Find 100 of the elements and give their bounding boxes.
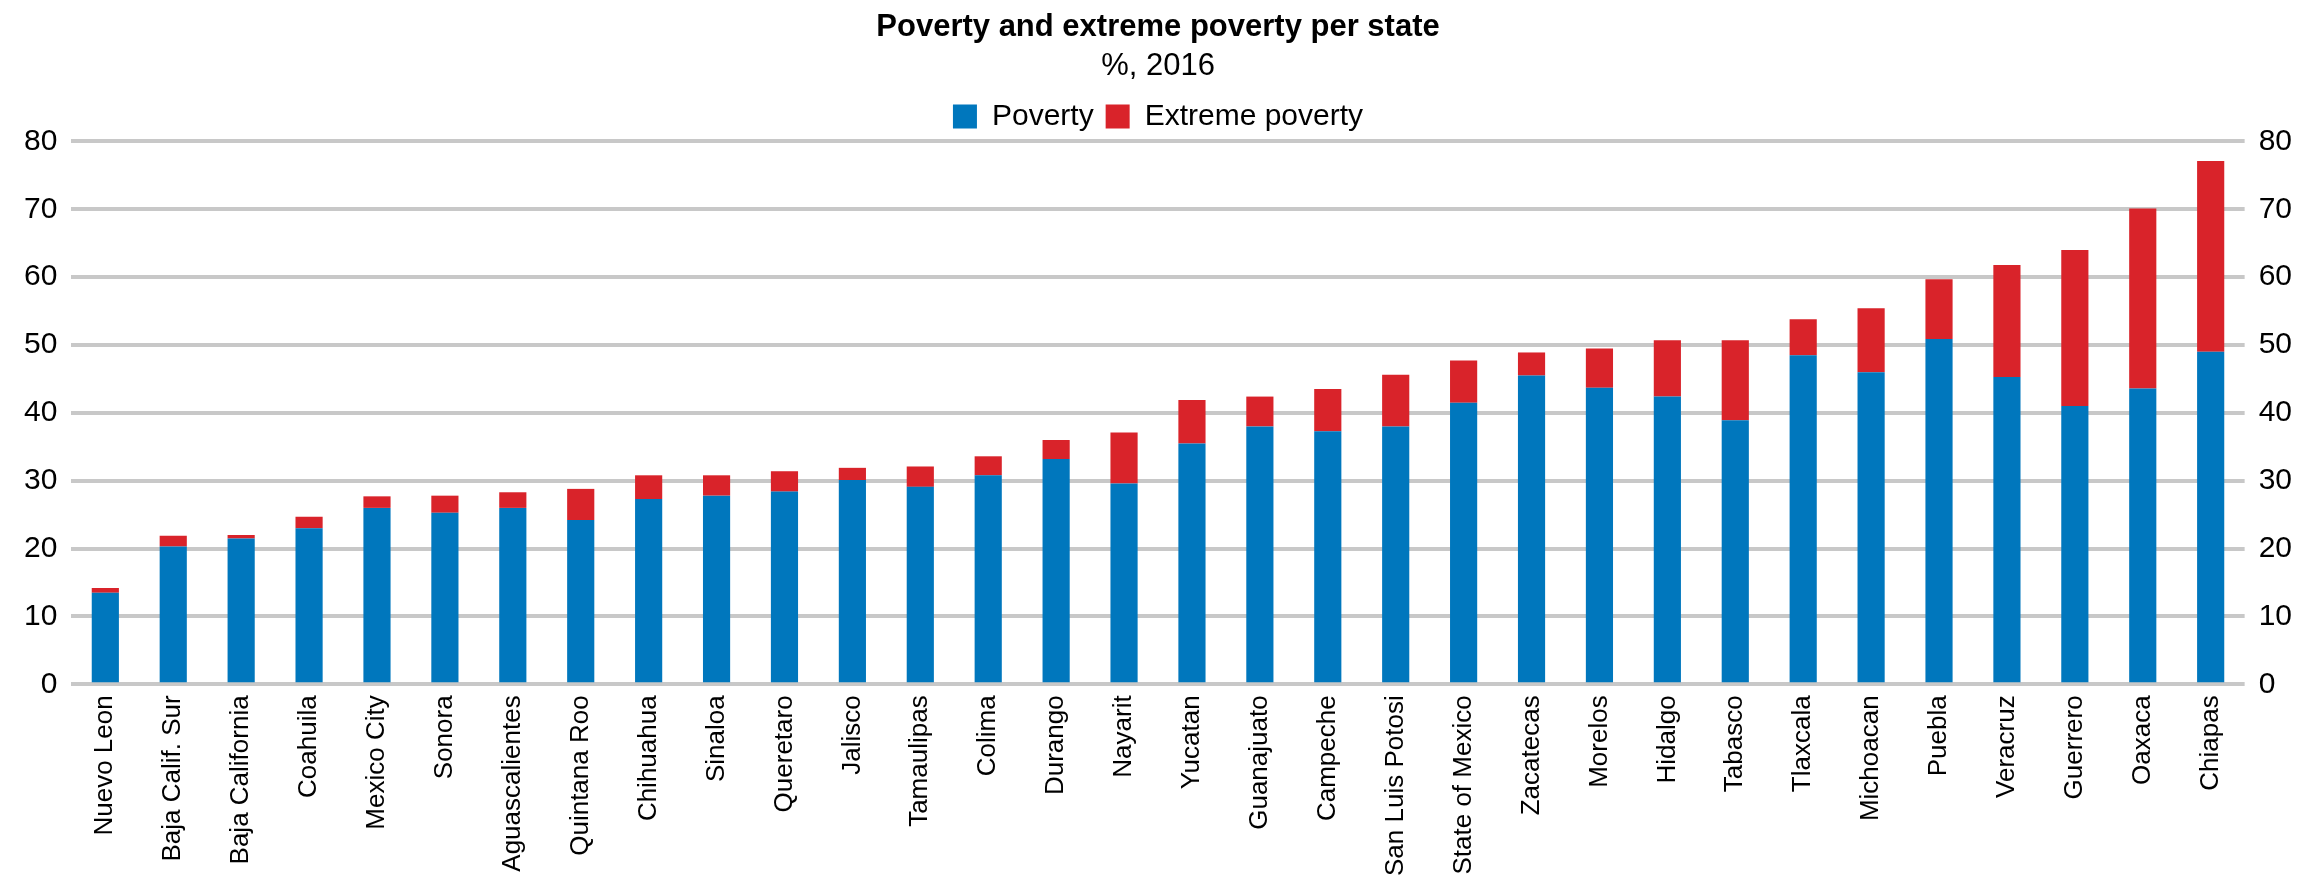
y2-tick-label: 60 [2258,258,2293,292]
bar [1789,355,1817,683]
x-tick-label: Oaxaca [2125,694,2156,785]
bar [499,507,527,683]
y-tick-label: 20 [23,529,58,563]
bar [2129,208,2157,389]
x-tick-label: Nuevo Leon [88,695,119,836]
x-tick-label: Coahuila [292,694,323,798]
bar [1585,348,1614,388]
bar [431,512,459,683]
x-tick-label: Guanajuato [1243,695,1274,830]
bar [91,587,119,593]
y-tick-label: 10 [23,597,58,631]
bar [1382,374,1410,427]
bar [1042,459,1070,683]
bar [1314,389,1342,432]
x-tick-label: Chihuahua [631,694,662,822]
bar [2197,161,2225,352]
bar [159,546,187,683]
bar [2061,249,2089,407]
bar [91,592,119,683]
bar [974,456,1002,476]
bar [1993,264,2021,377]
x-tick-label: Hidalgo [1650,695,1681,784]
bar [1789,319,1817,356]
y2-tick-label: 70 [2258,190,2293,224]
y2-tick-label: 10 [2258,597,2293,631]
x-tick-label: San Luis Potosi [1378,695,1409,876]
y2-tick-label: 80 [2258,122,2293,156]
y-tick-label: 70 [23,190,58,224]
x-tick-label: State of Mexico [1446,695,1477,875]
y-tick-label: 40 [23,394,58,428]
x-tick-label: Queretaro [767,695,798,813]
bar [1042,440,1070,460]
bar [159,535,187,547]
legend-label: Extreme poverty [1144,97,1364,131]
bar [1382,426,1410,683]
bar [1925,338,1953,683]
y2-tick-label: 40 [2258,394,2293,428]
bar [227,538,255,683]
bar [635,475,663,500]
bar [838,467,866,481]
bar [770,471,799,492]
y2-tick-label: 50 [2258,326,2293,360]
x-tick-label: Puebla [1922,694,1953,777]
x-tick-label: Guerrero [2058,695,2089,800]
bar [770,491,799,683]
bar [1517,375,1546,683]
bar [702,475,731,496]
bar [431,495,459,513]
bar [2129,388,2157,683]
y-tick-label: 0 [40,665,58,699]
y-tick-label: 80 [23,122,58,156]
x-tick-label: Sonora [428,694,459,780]
x-tick-label: Nayarit [1107,694,1138,778]
chart-subtitle: %, 2016 [1101,47,1215,83]
bar [1246,426,1274,683]
bar [2197,351,2225,683]
y2-tick-label: 20 [2258,529,2293,563]
bar [499,492,527,508]
x-tick-label: Durango [1039,695,1070,796]
bar [363,496,391,508]
x-tick-label: Morelos [1582,695,1613,788]
bar [1857,308,1885,373]
bar [295,516,323,529]
bar [567,488,595,521]
bar [906,486,934,683]
y-tick-label: 30 [23,462,58,495]
bar [1653,340,1681,397]
bar [1314,431,1342,683]
bar [1178,443,1206,683]
y-tick-label: 50 [23,326,58,360]
y2-tick-label: 30 [2258,462,2293,495]
x-tick-label: Sinaloa [699,694,730,783]
bar [1450,360,1478,403]
bar [635,499,663,683]
y-tick-label: 60 [23,258,58,292]
bar [1857,372,1885,683]
x-tick-label: Baja California [224,694,255,865]
bar [1517,352,1546,376]
bar [2061,406,2089,683]
x-tick-label: Zacatecas [1514,695,1545,816]
bar [1925,279,1953,339]
bar [1246,396,1274,427]
bar [567,520,595,683]
x-tick-label: Tamaulipas [903,695,934,827]
x-tick-label: Baja Calif. Sur [156,695,187,862]
y2-tick-label: 0 [2258,665,2276,699]
bar [1110,483,1138,683]
legend-label: Poverty [991,97,1094,131]
bar [1110,432,1138,484]
bar [1993,376,2021,683]
bar [1585,387,1614,683]
bar [1721,340,1749,421]
x-tick-label: Aguascalientes [495,695,526,872]
bar [295,528,323,683]
x-tick-label: Jalisco [835,695,866,775]
bar [363,507,391,683]
x-tick-label: Yucatan [1175,695,1206,790]
chart-title: Poverty and extreme poverty per state [876,8,1440,44]
